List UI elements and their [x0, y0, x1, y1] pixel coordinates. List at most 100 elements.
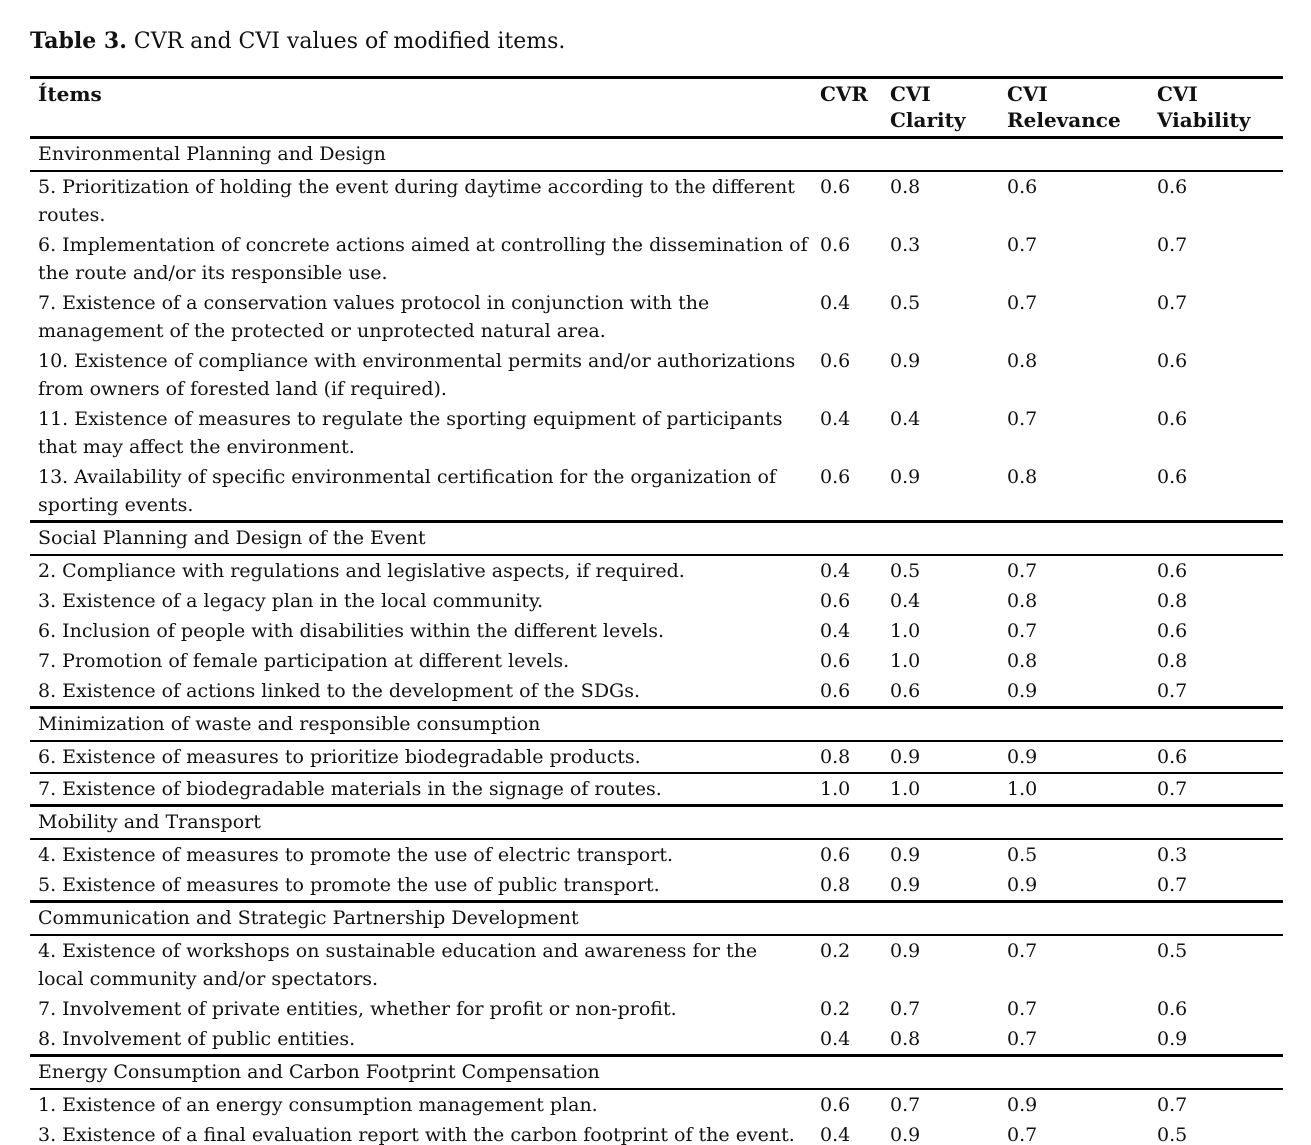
cvi-viability-value-cell: 0.6 — [1157, 408, 1188, 430]
cvi-viability-value-cell: 0.7 — [1157, 778, 1188, 800]
item-text-cell: 8. Involvement of public entities. — [38, 1028, 356, 1050]
table-row: 1. Existence of an energy consumption ma… — [30, 1089, 1283, 1120]
cvi-viability-value-cell: 0.7 — [1157, 680, 1188, 702]
cvi-viability-value-cell: 0.6 — [1157, 466, 1188, 488]
cvi-clarity-value-cell: 1.0 — [890, 620, 921, 642]
table-row: 5. Existence of measures to promote the … — [30, 870, 1283, 902]
column-header-cvi-viability: CVI Viability — [1149, 78, 1283, 138]
section-header-row: Environmental Planning and Design — [30, 137, 1283, 171]
cvi-viability-value-cell: 0.6 — [1157, 620, 1188, 642]
cvi-relevance-value-cell: 0.9 — [1007, 1094, 1038, 1116]
cvr-cvi-table: Ítems CVR CVI Clarity CVI Relevance CVI … — [30, 76, 1283, 1145]
cvr-value-cell: 0.6 — [820, 350, 851, 372]
column-header-cvi-relevance: CVI Relevance — [999, 78, 1149, 138]
cvr-value-cell: 0.6 — [820, 844, 851, 866]
item-text-cell: 8. Existence of actions linked to the de… — [38, 680, 641, 702]
table-row: 3. Existence of a legacy plan in the loc… — [30, 586, 1283, 616]
cvr-value-cell: 0.2 — [820, 998, 851, 1020]
table-row: 2. Compliance with regulations and legis… — [30, 555, 1283, 586]
table-row: 6. Existence of measures to prioritize b… — [30, 741, 1283, 773]
item-text-cell: 6. Inclusion of people with disabilities… — [38, 620, 665, 642]
cvr-value-cell: 0.4 — [820, 620, 851, 642]
item-text-cell: 7. Promotion of female participation at … — [38, 650, 570, 672]
cvi-relevance-value-cell: 0.8 — [1007, 590, 1038, 612]
table-body: Environmental Planning and Design 5. Pri… — [30, 137, 1283, 1145]
column-header-relevance-line2: Relevance — [1007, 108, 1121, 132]
cvi-viability-value-cell: 0.7 — [1157, 1094, 1188, 1116]
cvr-value-cell: 0.6 — [820, 650, 851, 672]
item-text-cell: 3. Existence of a final evaluation repor… — [38, 1124, 795, 1145]
cvi-clarity-value-cell: 0.9 — [890, 940, 921, 962]
item-text-cell: 2. Compliance with regulations and legis… — [38, 560, 685, 582]
item-text-cell: 7. Involvement of private entities, whet… — [38, 998, 677, 1020]
table-row: 6. Inclusion of people with disabilities… — [30, 616, 1283, 646]
cvi-clarity-value-cell: 0.8 — [890, 176, 921, 198]
cvi-relevance-value-cell: 0.7 — [1007, 408, 1038, 430]
table-caption: Table 3. CVR and CVI values of modified … — [30, 26, 1283, 57]
cvr-value-cell: 0.4 — [820, 1028, 851, 1050]
cvi-clarity-value-cell: 0.9 — [890, 874, 921, 896]
cvr-value-cell: 0.6 — [820, 176, 851, 198]
column-header-viability-line2: Viability — [1157, 108, 1251, 132]
cvi-viability-value-cell: 0.7 — [1157, 292, 1188, 314]
cvr-value-cell: 0.6 — [820, 590, 851, 612]
column-header-relevance-line1: CVI — [1007, 82, 1048, 106]
cvi-relevance-value-cell: 0.7 — [1007, 1028, 1038, 1050]
cvi-viability-value-cell: 0.6 — [1157, 998, 1188, 1020]
table-header-row: Ítems CVR CVI Clarity CVI Relevance CVI … — [30, 78, 1283, 138]
table-row: 7. Existence of biodegradable materials … — [30, 773, 1283, 806]
cvi-clarity-value-cell: 0.6 — [890, 680, 921, 702]
item-text-cell: 5. Prioritization of holding the event d… — [38, 176, 795, 226]
table-row: 8. Existence of actions linked to the de… — [30, 676, 1283, 708]
item-text-cell: 1. Existence of an energy consumption ma… — [38, 1094, 598, 1116]
cvr-value-cell: 0.4 — [820, 408, 851, 430]
column-header-viability-line1: CVI — [1157, 82, 1198, 106]
table-row: 5. Prioritization of holding the event d… — [30, 171, 1283, 230]
cvi-relevance-value-cell: 0.8 — [1007, 350, 1038, 372]
column-header-cvr: CVR — [812, 78, 882, 138]
table-row: 3. Existence of a final evaluation repor… — [30, 1120, 1283, 1145]
cvi-clarity-value-cell: 0.9 — [890, 844, 921, 866]
cvr-value-cell: 0.2 — [820, 940, 851, 962]
cvi-clarity-value-cell: 0.7 — [890, 998, 921, 1020]
section-header-label: Communication and Strategic Partnership … — [38, 907, 579, 929]
cvi-clarity-value-cell: 0.3 — [890, 234, 921, 256]
cvi-relevance-value-cell: 0.7 — [1007, 560, 1038, 582]
cvi-clarity-value-cell: 0.4 — [890, 590, 921, 612]
cvi-relevance-value-cell: 0.9 — [1007, 874, 1038, 896]
column-header-cvr-label: CVR — [820, 82, 869, 106]
table-row: 7. Involvement of private entities, whet… — [30, 994, 1283, 1024]
cvi-relevance-value-cell: 0.7 — [1007, 1124, 1038, 1145]
item-text-cell: 13. Availability of specific environment… — [38, 466, 776, 516]
cvr-value-cell: 0.6 — [820, 1094, 851, 1116]
cvi-viability-value-cell: 0.5 — [1157, 940, 1188, 962]
section-header-label: Minimization of waste and responsible co… — [38, 713, 541, 735]
cvi-relevance-value-cell: 1.0 — [1007, 778, 1038, 800]
table-row: 7. Existence of a conservation values pr… — [30, 288, 1283, 346]
cvi-relevance-value-cell: 0.7 — [1007, 292, 1038, 314]
table-row: 6. Implementation of concrete actions ai… — [30, 230, 1283, 288]
item-text-cell: 7. Existence of biodegradable materials … — [38, 778, 662, 800]
cvi-clarity-value-cell: 0.4 — [890, 408, 921, 430]
item-text-cell: 7. Existence of a conservation values pr… — [38, 292, 710, 342]
cvi-relevance-value-cell: 0.8 — [1007, 466, 1038, 488]
cvi-relevance-value-cell: 0.9 — [1007, 746, 1038, 768]
item-text-cell: 4. Existence of workshops on sustainable… — [38, 940, 758, 990]
cvi-clarity-value-cell: 0.9 — [890, 1124, 921, 1145]
cvi-relevance-value-cell: 0.7 — [1007, 620, 1038, 642]
cvi-viability-value-cell: 0.6 — [1157, 176, 1188, 198]
table-row: 11. Existence of measures to regulate th… — [30, 404, 1283, 462]
cvr-value-cell: 0.4 — [820, 292, 851, 314]
table-row: 4. Existence of measures to promote the … — [30, 839, 1283, 870]
cvi-relevance-value-cell: 0.6 — [1007, 176, 1038, 198]
section-header-row: Minimization of waste and responsible co… — [30, 707, 1283, 741]
item-text-cell: 10. Existence of compliance with environ… — [38, 350, 796, 400]
section-header-label: Environmental Planning and Design — [38, 143, 386, 165]
item-text-cell: 5. Existence of measures to promote the … — [38, 874, 660, 896]
cvi-viability-value-cell: 0.8 — [1157, 590, 1188, 612]
cvi-relevance-value-cell: 0.7 — [1007, 998, 1038, 1020]
item-text-cell: 6. Existence of measures to prioritize b… — [38, 746, 641, 768]
column-header-items-label: Ítems — [38, 82, 102, 106]
cvr-value-cell: 0.4 — [820, 1124, 851, 1145]
